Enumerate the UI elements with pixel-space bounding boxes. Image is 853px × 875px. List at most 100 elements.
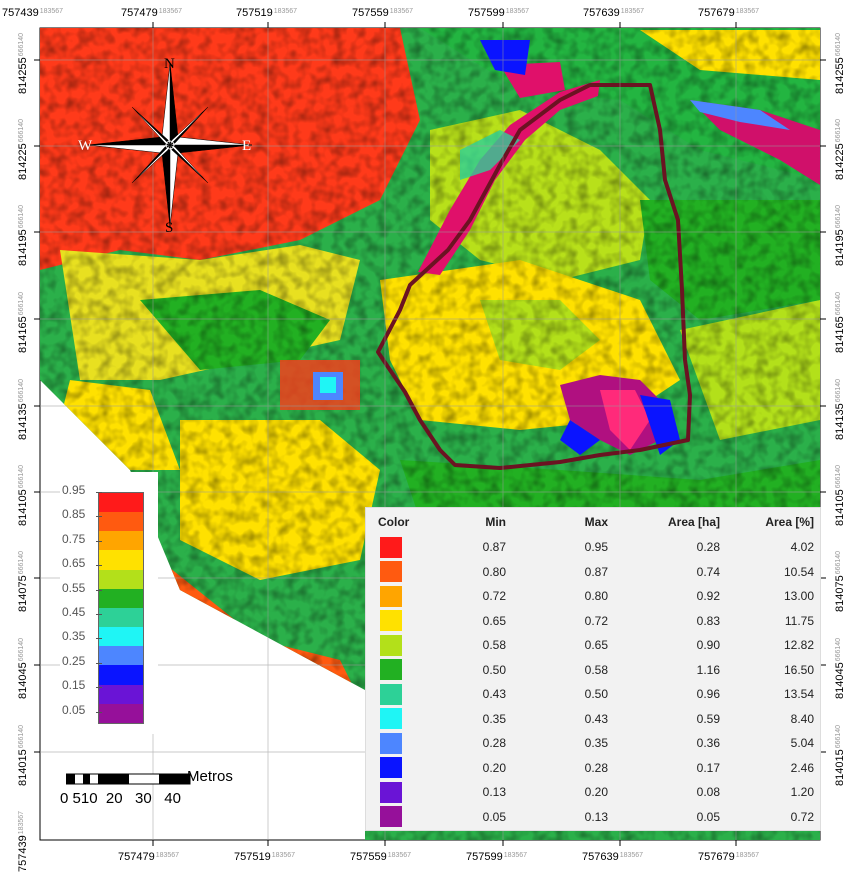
row-min-cell: 0.35	[482, 711, 506, 726]
row-area-pct-cell: 16.50	[783, 662, 814, 677]
row-max-cell: 0.13	[584, 809, 608, 824]
study-area-boundary	[376, 83, 692, 470]
color-ramp-tick	[96, 516, 102, 518]
row-area-pct-cell: 13.54	[783, 687, 814, 702]
row-area-ha-cell: 0.90	[696, 638, 720, 653]
table-row: 0.87 0.95 0.28 4.02	[366, 535, 820, 560]
row-area-pct-cell: 4.02	[790, 540, 814, 555]
row-min-cell: 0.28	[482, 736, 506, 751]
row-color-cell	[366, 707, 430, 732]
color-ramp-step	[99, 512, 143, 532]
row-color-cell	[366, 682, 430, 707]
row-area-pct-cell: 0.72	[790, 809, 814, 824]
color-ramp-label: 0.55	[62, 580, 86, 595]
color-ramp-label: 0.95	[62, 483, 86, 497]
row-area-ha-cell: 0.05	[696, 809, 720, 824]
svg-text:757599183567: 757599183567	[468, 7, 529, 19]
row-area-ha-cell: 0.74	[696, 564, 720, 579]
row-color-cell	[366, 560, 430, 585]
table-row: 0.13 0.20 0.08 1.20	[366, 780, 820, 805]
svg-text:814105666140: 814105666140	[17, 465, 29, 526]
svg-text:757479183567: 757479183567	[118, 851, 179, 863]
row-area-ha-cell: 1.16	[696, 662, 720, 677]
compass-s-label: S	[165, 220, 173, 236]
row-area-ha-cell: 0.59	[696, 711, 720, 726]
class-statistics-table: Color Min Max Area [ha] Area [%] 0.87 0.9…	[365, 507, 821, 831]
color-ramp-label: 0.45	[62, 605, 86, 619]
svg-text:814225666140: 814225666140	[834, 119, 846, 180]
svg-text:814195666140: 814195666140	[834, 205, 846, 266]
color-swatch	[380, 659, 402, 681]
color-swatch	[380, 561, 402, 583]
row-area-pct-cell: 13.00	[783, 589, 814, 604]
table-row: 0.65 0.72 0.83 11.75	[366, 609, 820, 634]
row-min-cell: 0.65	[482, 613, 506, 628]
svg-text:814255666140: 814255666140	[17, 33, 29, 94]
svg-text:814135666140: 814135666140	[17, 379, 29, 440]
svg-text:814045666140: 814045666140	[17, 638, 29, 699]
row-max-cell: 0.80	[584, 589, 608, 604]
row-color-cell	[366, 609, 430, 634]
row-max-cell: 0.58	[584, 662, 608, 677]
svg-text:757599183567: 757599183567	[466, 851, 527, 863]
svg-text:814225666140: 814225666140	[17, 119, 29, 180]
row-area-pct-cell: 10.54	[783, 564, 814, 579]
color-ramp-tick	[96, 638, 102, 640]
color-ramp-tick	[96, 687, 102, 689]
row-color-cell	[366, 780, 430, 805]
row-max-cell: 0.65	[584, 638, 608, 653]
color-ramp-step	[99, 665, 143, 685]
row-area-ha-cell: 0.92	[696, 589, 720, 604]
row-area-ha-cell: 0.08	[696, 785, 720, 800]
row-min-cell: 0.20	[482, 760, 506, 775]
compass-rose-icon: N S E W	[78, 56, 253, 236]
color-ramp-tick	[96, 492, 102, 493]
table-row: 0.50 0.58 1.16 16.50	[366, 658, 820, 683]
svg-text:814075666140: 814075666140	[17, 551, 29, 612]
table-header-row: Color Min Max Area [ha] Area [%]	[366, 508, 820, 535]
row-color-cell	[366, 731, 430, 756]
row-min-cell: 0.87	[482, 540, 506, 555]
svg-text:757679183567: 757679183567	[698, 7, 759, 19]
scale-bar: Metros 0 510 20 30 40	[60, 766, 260, 816]
row-color-cell	[366, 805, 430, 830]
svg-text:814105666140: 814105666140	[834, 465, 846, 526]
color-ramp-tick	[96, 711, 102, 713]
color-ramp-step	[99, 703, 143, 723]
color-ramp-step	[99, 684, 143, 704]
color-swatch	[380, 585, 402, 607]
color-swatch	[380, 536, 402, 558]
color-ramp-label: 0.05	[62, 702, 86, 717]
svg-text:814135666140: 814135666140	[834, 379, 846, 440]
color-ramp-step	[99, 531, 143, 551]
row-area-ha-cell: 0.96	[696, 687, 720, 702]
right-axis-labels: 814255666140 814225666140 814195666140 8…	[834, 33, 846, 786]
row-area-ha-cell: 0.28	[696, 540, 720, 555]
row-max-cell: 0.28	[584, 760, 608, 775]
table-row: 0.43 0.50 0.96 13.54	[366, 682, 820, 707]
svg-text:814165666140: 814165666140	[834, 292, 846, 353]
row-max-cell: 0.43	[584, 711, 608, 726]
color-ramp-label: 0.15	[62, 678, 86, 693]
svg-text:757559183567: 757559183567	[352, 7, 413, 19]
row-min-cell: 0.72	[482, 589, 506, 604]
row-color-cell	[366, 756, 430, 781]
color-ramp-step	[99, 569, 143, 589]
row-min-cell: 0.43	[482, 687, 506, 702]
svg-text:814165666140: 814165666140	[17, 292, 29, 353]
table-row: 0.05 0.13 0.05 0.72	[366, 805, 820, 830]
color-swatch	[380, 781, 402, 803]
color-swatch	[380, 610, 402, 632]
row-color-cell	[366, 633, 430, 658]
row-min-cell: 0.13	[482, 785, 506, 800]
color-swatch	[380, 634, 402, 656]
table-row: 0.72 0.80 0.92 13.00	[366, 584, 820, 609]
svg-text:757519183567: 757519183567	[236, 7, 297, 19]
svg-text:757639183567: 757639183567	[582, 851, 643, 863]
color-ramp-label: 0.25	[62, 653, 86, 668]
row-max-cell: 0.72	[584, 613, 608, 628]
top-axis-labels: 757439183567 757479183567 757519183567 7…	[2, 7, 759, 19]
header-area-pct: Area [%]	[765, 514, 814, 529]
color-ramp-tick	[96, 540, 102, 542]
